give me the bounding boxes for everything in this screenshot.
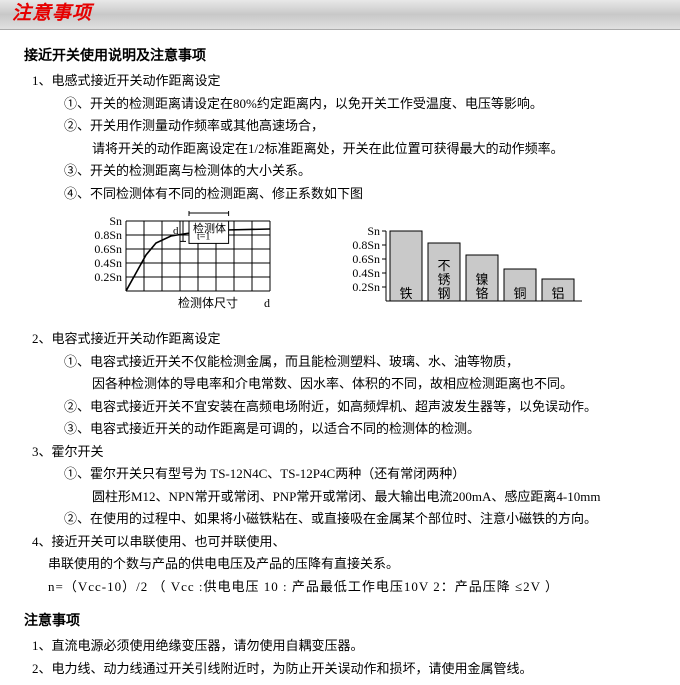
item-1-2: ②、开关用作测量动作频率或其他高速场合， (64, 116, 656, 136)
svg-text:0.6Sn: 0.6Sn (94, 242, 122, 256)
item-4: 4、接近开关可以串联使用、也可并联使用、 (32, 532, 656, 552)
item-2-1: ①、电容式接近开关不仅能检测金属，而且能检测塑料、玻璃、水、油等物质， (64, 352, 656, 372)
charts-row: Sn0.8Sn0.6Sn0.4Sn0.2Sn检测体尺寸ddd检测体t=1 Sn0… (84, 211, 656, 321)
svg-text:Sn: Sn (367, 224, 380, 238)
note-1: 1、直流电源必须使用绝缘变压器，请勿使用自耦变压器。 (32, 636, 656, 656)
item-3-2: ②、在使用的过程中、如果将小磁铁粘在、或直接吸在金属某个部位时、注意小磁铁的方向… (64, 509, 656, 529)
svg-text:t=1: t=1 (197, 231, 210, 242)
chart-left-container: Sn0.8Sn0.6Sn0.4Sn0.2Sn检测体尺寸ddd检测体t=1 (84, 211, 294, 321)
svg-text:0.4Sn: 0.4Sn (352, 266, 380, 280)
item-2-1b: 因各种检测体的导电率和介电常数、因水率、体积的不同，故相应检测距离也不同。 (92, 374, 656, 394)
item-1: 1、电感式接近开关动作距离设定 (32, 71, 656, 91)
item-2-2: ②、电容式接近开关不宜安装在高频电场附近，如高频焊机、超声波发生器等，以免误动作… (64, 397, 656, 417)
item-1-2b: 请将开关的动作距离设定在1/2标准距离处，开关在此位置可获得最大的动作频率。 (92, 139, 656, 159)
svg-text:0.2Sn: 0.2Sn (352, 280, 380, 294)
svg-text:镍: 镍 (475, 272, 488, 287)
svg-text:d: d (173, 225, 179, 237)
svg-text:不: 不 (437, 258, 450, 273)
svg-text:0.6Sn: 0.6Sn (352, 252, 380, 266)
chart-right-container: Sn0.8Sn0.6Sn0.4Sn0.2Sn 铁 不锈钢 镍铬 铜 铝 (344, 221, 604, 321)
section1-title: 接近开关使用说明及注意事项 (24, 46, 656, 67)
svg-text:Sn: Sn (109, 214, 122, 228)
svg-text:铝: 铝 (551, 286, 564, 301)
svg-text:锈: 锈 (437, 272, 450, 287)
content-area: 接近开关使用说明及注意事项 1、电感式接近开关动作距离设定 ①、开关的检测距离请… (0, 30, 680, 678)
item-4b: 串联使用的个数与产品的供电电压及产品的压降有直接关系。 (48, 554, 656, 574)
svg-text:0.8Sn: 0.8Sn (94, 228, 122, 242)
svg-text:铁: 铁 (399, 286, 412, 301)
svg-text:d: d (206, 211, 212, 214)
svg-text:检测体尺寸: 检测体尺寸 (178, 295, 238, 310)
item-2: 2、电容式接近开关动作距离设定 (32, 329, 656, 349)
note-2: 2、电力线、动力线通过开关引线附近时，为防止开关误动作和损坏，请使用金属管线。 (32, 659, 656, 679)
item-3: 3、霍尔开关 (32, 442, 656, 462)
svg-text:铬: 铬 (475, 286, 488, 301)
svg-text:d: d (264, 296, 270, 310)
formula: n=（Vcc-10）/2 （ Vcc :供电电压 10 : 产品最低工作电压10… (48, 577, 656, 597)
detection-curve-chart: Sn0.8Sn0.6Sn0.4Sn0.2Sn检测体尺寸ddd检测体t=1 (84, 211, 294, 321)
svg-text:钢: 钢 (437, 286, 450, 301)
page-header: 注意事项 (0, 0, 680, 30)
section2-title: 注意事项 (24, 611, 656, 632)
item-1-3: ③、开关的检测距离与检测体的大小关系。 (64, 161, 656, 181)
header-title: 注意事项 (12, 0, 92, 29)
svg-text:铜: 铜 (513, 286, 526, 301)
item-3-1b: 圆柱形M12、NPN常开或常闭、PNP常开或常闭、最大输出电流200mA、感应距… (92, 487, 656, 507)
item-1-4: ④、不同检测体有不同的检测距离、修正系数如下图 (64, 184, 656, 204)
item-2-3: ③、电容式接近开关的动作距离是可调的，以适合不同的检测体的检测。 (64, 419, 656, 439)
material-bar-chart: Sn0.8Sn0.6Sn0.4Sn0.2Sn 铁 不锈钢 镍铬 铜 铝 (344, 221, 604, 321)
item-1-1: ①、开关的检测距离请设定在80%约定距离内，以免开关工作受温度、电压等影响。 (64, 94, 656, 114)
item-3-1: ①、霍尔开关只有型号为 TS-12N4C、TS-12P4C两种（还有常闭两种） (64, 464, 656, 484)
svg-text:0.8Sn: 0.8Sn (352, 238, 380, 252)
svg-text:0.4Sn: 0.4Sn (94, 256, 122, 270)
svg-text:0.2Sn: 0.2Sn (94, 270, 122, 284)
